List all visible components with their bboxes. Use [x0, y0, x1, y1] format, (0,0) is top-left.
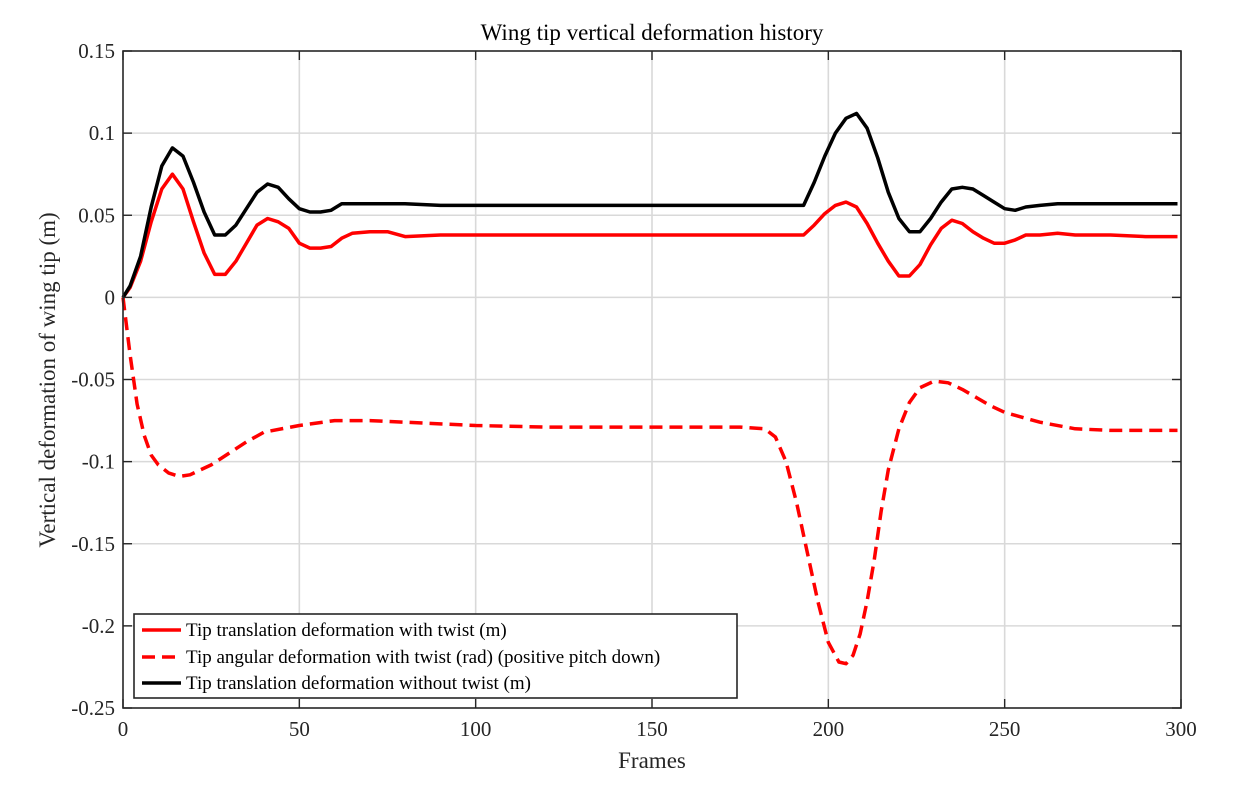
series-translation-without-twist: [121, 111, 1178, 299]
y-tick-label: -0.2: [82, 614, 115, 638]
y-tick-label: -0.15: [71, 532, 115, 556]
y-tick-label: 0.15: [78, 39, 115, 63]
chart-title: Wing tip vertical deformation history: [481, 20, 824, 45]
y-tick-labels: 0.15 0.1 0.05 0 -0.05 -0.1 -0.15 -0.2 -0.25: [71, 39, 115, 720]
y-tick-label: -0.1: [82, 450, 115, 474]
series-translation-with-twist: [121, 172, 1178, 299]
series-angular-with-twist: [121, 297, 1178, 666]
x-tick-label: 100: [460, 717, 492, 741]
x-tick-label: 50: [289, 717, 310, 741]
y-tick-label: -0.05: [71, 368, 115, 392]
y-tick-label: 0.05: [78, 203, 115, 227]
legend-label-translation-twist: Tip translation deformation with twist (…: [186, 620, 507, 641]
x-tick-labels: 0 50 100 150 200 250 300: [118, 717, 1197, 741]
legend-box: [133, 613, 738, 699]
ticks: [122, 50, 1182, 709]
y-tick-label: 0: [105, 285, 116, 309]
x-tick-label: 150: [636, 717, 668, 741]
x-tick-label: 0: [118, 717, 129, 741]
y-axis-title: Vertical deformation of wing tip (m): [35, 212, 60, 547]
legend-label-angular-twist: Tip angular deformation with twist (rad)…: [186, 647, 660, 668]
x-axis-title: Frames: [618, 748, 686, 773]
x-tick-label: 200: [813, 717, 845, 741]
x-tick-label: 300: [1165, 717, 1197, 741]
x-tick-label: 250: [989, 717, 1021, 741]
series-group: [121, 111, 1178, 666]
legend: Tip translation deformation with twist (…: [133, 613, 738, 699]
legend-label-translation-no-twist: Tip translation deformation without twis…: [186, 673, 531, 694]
y-tick-label: 0.1: [89, 121, 115, 145]
y-tick-label: -0.25: [71, 696, 115, 720]
